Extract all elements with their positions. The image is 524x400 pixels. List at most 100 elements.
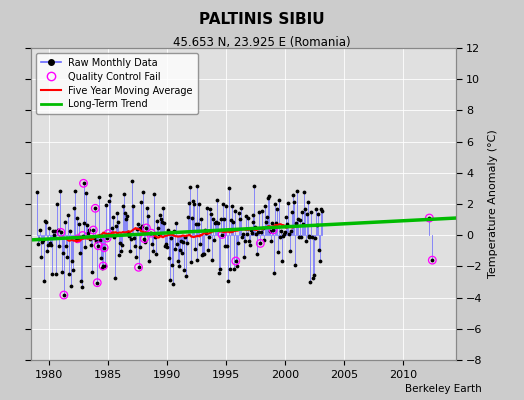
Text: 45.653 N, 23.925 E (Romania): 45.653 N, 23.925 E (Romania): [173, 36, 351, 49]
Point: [205, 234, 213, 240]
Point: [255, 209, 264, 216]
Point: [221, 243, 229, 250]
Y-axis label: Temperature Anomaly (°C): Temperature Anomaly (°C): [488, 130, 498, 278]
Point: [134, 264, 143, 270]
Point: [226, 266, 234, 272]
Point: [168, 262, 176, 268]
Point: [288, 209, 296, 215]
Point: [252, 224, 260, 230]
Point: [134, 264, 143, 270]
Point: [307, 279, 315, 286]
Point: [241, 238, 249, 244]
Point: [311, 235, 320, 241]
Point: [56, 188, 64, 194]
Point: [212, 219, 221, 225]
Point: [272, 220, 280, 226]
Point: [244, 215, 252, 222]
Point: [282, 214, 290, 220]
Point: [71, 188, 79, 194]
Point: [134, 221, 142, 228]
Point: [228, 219, 237, 226]
Point: [200, 251, 209, 257]
Point: [35, 236, 43, 242]
Point: [269, 227, 277, 233]
Point: [179, 239, 187, 245]
Point: [291, 220, 300, 226]
Point: [74, 221, 83, 227]
Point: [225, 185, 233, 191]
Point: [151, 234, 159, 240]
Point: [85, 227, 94, 234]
Point: [107, 232, 115, 238]
Point: [202, 230, 211, 236]
Point: [280, 230, 288, 237]
Point: [180, 267, 188, 273]
Point: [238, 231, 247, 238]
Point: [315, 246, 323, 253]
Point: [106, 192, 114, 198]
Point: [208, 256, 216, 263]
Point: [289, 191, 297, 198]
Point: [292, 188, 301, 194]
Point: [159, 205, 167, 212]
Point: [222, 203, 230, 210]
Point: [236, 216, 244, 223]
Point: [164, 227, 172, 233]
Point: [143, 205, 151, 211]
Point: [95, 194, 103, 200]
Point: [91, 205, 100, 212]
Point: [196, 240, 205, 247]
Point: [63, 254, 71, 260]
Point: [172, 240, 181, 247]
Point: [139, 189, 148, 195]
Point: [97, 255, 105, 261]
Point: [217, 215, 225, 222]
Point: [270, 270, 278, 276]
Point: [220, 216, 228, 223]
Point: [115, 252, 123, 259]
Point: [312, 206, 321, 212]
Point: [116, 240, 124, 246]
Point: [112, 223, 120, 230]
Point: [250, 183, 259, 189]
Point: [38, 239, 47, 245]
Legend: Raw Monthly Data, Quality Control Fail, Five Year Moving Average, Long-Term Tren: Raw Monthly Data, Quality Control Fail, …: [36, 53, 198, 114]
Point: [189, 198, 197, 204]
Point: [62, 242, 70, 249]
Point: [173, 258, 182, 264]
Point: [215, 270, 223, 276]
Point: [146, 230, 155, 237]
Point: [177, 238, 185, 244]
Point: [185, 183, 194, 190]
Point: [104, 230, 112, 237]
Point: [140, 236, 149, 242]
Point: [235, 209, 243, 216]
Point: [174, 263, 183, 270]
Point: [93, 280, 102, 286]
Point: [189, 200, 198, 207]
Point: [123, 213, 131, 220]
Point: [310, 272, 319, 279]
Point: [183, 214, 192, 220]
Point: [216, 266, 224, 272]
Point: [253, 251, 261, 257]
Point: [194, 221, 203, 228]
Point: [296, 217, 304, 224]
Point: [148, 241, 157, 247]
Point: [55, 243, 63, 250]
Point: [80, 220, 89, 226]
Point: [425, 215, 433, 221]
Point: [57, 229, 65, 236]
Point: [279, 233, 287, 239]
Point: [77, 277, 85, 284]
Point: [166, 277, 174, 284]
Point: [219, 200, 227, 207]
Point: [198, 252, 206, 258]
Point: [214, 220, 222, 226]
Point: [119, 191, 128, 197]
Point: [304, 232, 313, 239]
Point: [273, 206, 281, 212]
Point: [211, 220, 220, 226]
Point: [57, 229, 65, 236]
Point: [316, 258, 324, 264]
